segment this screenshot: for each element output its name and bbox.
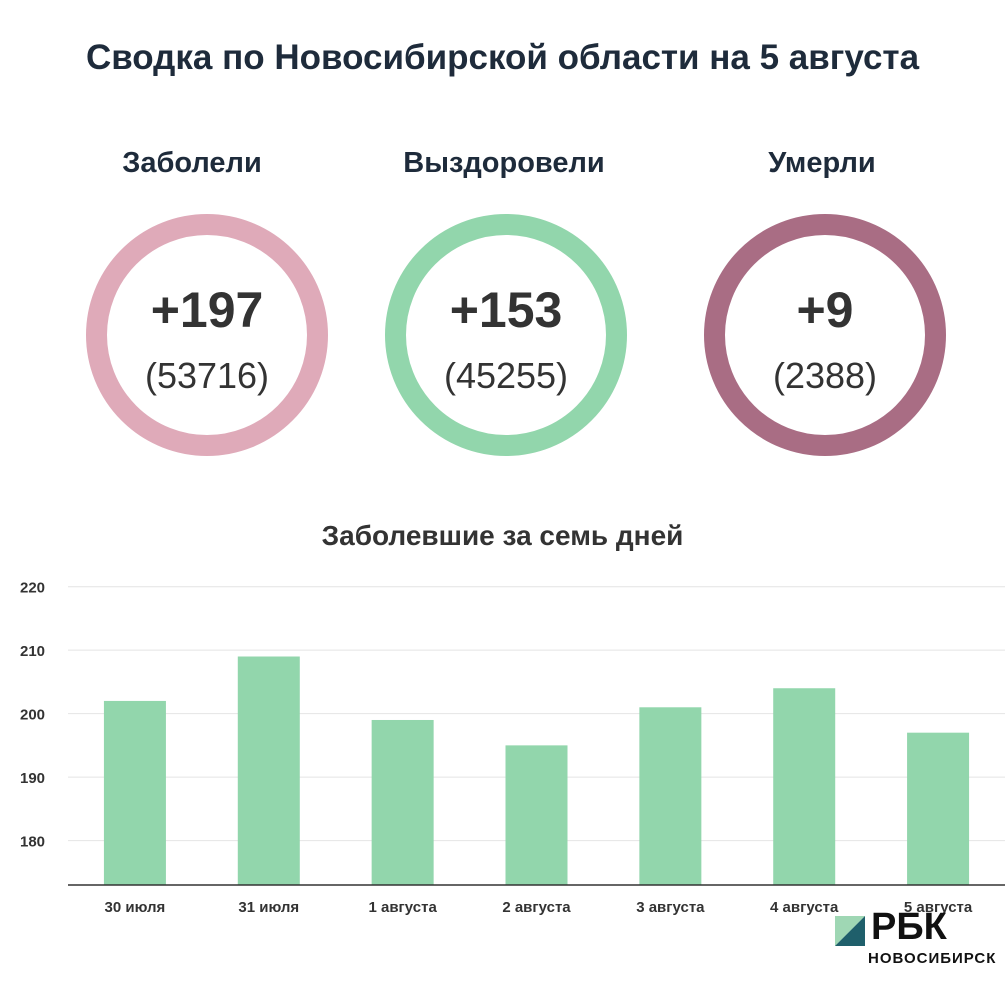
bar [505,745,568,885]
y-tick-label: 190 [20,770,45,787]
x-tick-label: 30 июля [105,899,166,916]
y-tick-label: 220 [20,580,45,597]
bar [773,688,836,885]
y-tick-label: 200 [20,707,45,724]
logo-subtitle: НОВОСИБИРСК [868,950,997,967]
infected-ring: +197 (53716) [86,214,328,456]
bar [103,700,166,885]
bar [639,707,702,885]
stat-label-deaths: Умерли [768,147,876,179]
bar [907,732,970,885]
deaths-ring: +9 (2388) [704,214,946,456]
bar [237,656,300,885]
recovered-total: (45255) [443,355,569,396]
x-tick-label: 4 августа [770,899,839,916]
logo-text: РБК [871,906,947,948]
deaths-delta: +9 [796,282,854,338]
recovered-ring: +153 (45255) [385,214,627,456]
infected-delta: +197 [150,282,264,338]
recovered-delta: +153 [449,282,563,338]
x-tick-label: 3 августа [636,899,705,916]
page-title: Сводка по Новосибирской области на 5 авг… [85,38,920,77]
bar-chart: 180 190 200 210 220 30 июля 31 июля 1 августа 2 … [20,580,1005,916]
y-tick-label: 180 [20,834,45,851]
stat-label-infected: Заболели [122,147,262,179]
x-tick-label: 2 августа [502,899,571,916]
logo-mark-icon [835,916,865,946]
chart-title: Заболевшие за семь дней [321,520,684,551]
x-tick-label: 31 июля [238,899,299,916]
x-tick-label: 5 августа [904,899,973,916]
deaths-total: (2388) [772,355,878,396]
rbc-logo: РБК НОВОСИБИРСК [835,908,1000,974]
x-tick-label: 1 августа [368,899,437,916]
stat-label-recovered: Выздоровели [403,147,605,179]
y-tick-label: 210 [20,643,45,660]
bar [371,719,434,885]
infected-total: (53716) [144,355,270,396]
